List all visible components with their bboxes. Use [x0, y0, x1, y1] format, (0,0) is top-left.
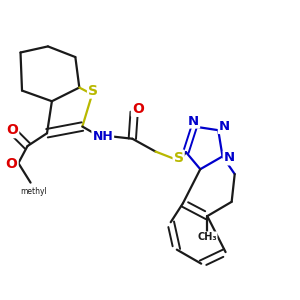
Text: NH: NH	[92, 130, 113, 143]
Text: S: S	[174, 151, 184, 165]
Text: N: N	[188, 115, 199, 128]
Text: CH₃: CH₃	[197, 232, 217, 242]
Text: O: O	[132, 102, 144, 116]
Text: O: O	[6, 123, 18, 137]
Text: methyl: methyl	[20, 187, 47, 196]
Text: S: S	[88, 84, 98, 98]
Text: N: N	[219, 120, 230, 133]
Text: N: N	[224, 152, 235, 164]
Text: O: O	[6, 157, 18, 171]
